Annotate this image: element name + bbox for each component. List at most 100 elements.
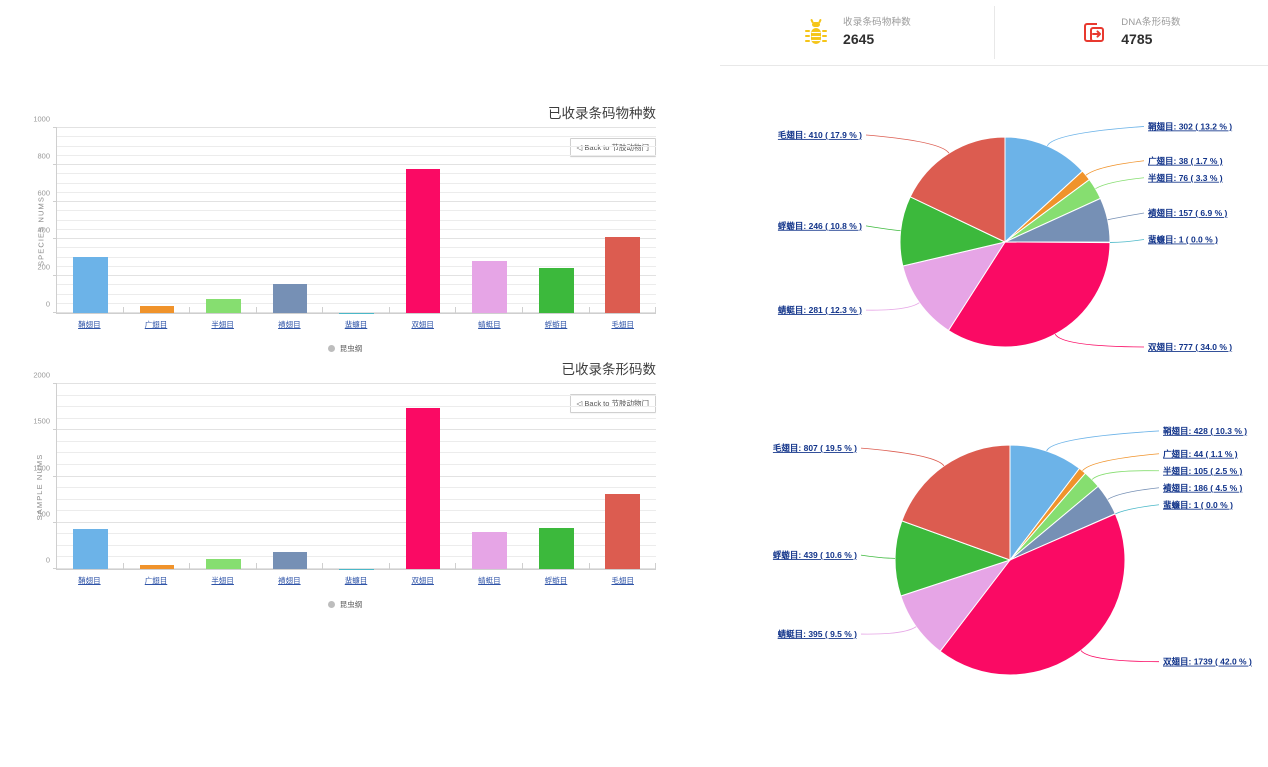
x-axis-label-广翅目[interactable]: 广翅目 (144, 320, 168, 329)
gridline (57, 201, 656, 202)
bar-cell (323, 384, 390, 569)
gridline (57, 544, 656, 546)
x-axis-label-襀翅目[interactable]: 襀翅目 (278, 320, 301, 329)
pie-label-半翅目[interactable]: 半翅目: 76 ( 3.3 % ) (1148, 173, 1223, 183)
bar-毛翅目[interactable] (605, 237, 641, 313)
bar-毛翅目[interactable] (605, 494, 641, 569)
x-axis-label-双翅目[interactable]: 双翅目 (411, 576, 434, 585)
pie-label-双翅目[interactable]: 双翅目: 1739 ( 42.0 % ) (1163, 657, 1252, 667)
y-axis-tick: 500 (37, 509, 50, 519)
gridline (57, 463, 656, 465)
x-axis-label-蜻蜓目[interactable]: 蜻蜓目 (478, 576, 501, 585)
stat-label-barcodes: DNA条形码数 (1121, 16, 1181, 28)
pie-label-双翅目[interactable]: 双翅目: 777 ( 34.0 % ) (1148, 342, 1232, 352)
gridline (57, 164, 656, 165)
x-axis-label-襀翅目[interactable]: 襀翅目 (278, 576, 301, 585)
y-axis-tick: 1000 (33, 114, 50, 124)
bar-双翅目[interactable] (405, 169, 441, 313)
pie-slice-蜉蝣目[interactable] (899, 196, 1007, 267)
stats-bar: 收录条码物种数 2645 DNA条形码数 4785 (720, 0, 1268, 66)
y-axis-tick-mark (53, 275, 57, 276)
samples-back-button[interactable]: ◁ Back to 节肢动物门 (569, 394, 656, 413)
x-label-cell: 襀翅目 (256, 314, 323, 332)
pie-slice-双翅目[interactable] (939, 513, 1126, 676)
bar-蜉蝣目[interactable] (538, 528, 574, 569)
pie-leader-line (1091, 470, 1160, 480)
pie-slice-毛翅目[interactable] (901, 444, 1011, 561)
bar-鞘翅目[interactable] (72, 529, 108, 569)
x-label-cell: 蜚蠊目 (323, 570, 390, 588)
pie-slice-鞘翅目[interactable] (1004, 136, 1084, 244)
x-axis-label-双翅目[interactable]: 双翅目 (411, 320, 434, 329)
pie-label-蜻蜓目[interactable]: 蜻蜓目: 395 ( 9.5 % ) (778, 629, 858, 639)
bar-蜻蜓目[interactable] (472, 532, 507, 569)
pie-slice-双翅目[interactable] (947, 241, 1111, 348)
stat-card-barcodes[interactable]: DNA条形码数 4785 (994, 0, 1268, 65)
bar-襀翅目[interactable] (272, 283, 308, 313)
bar-cell (257, 384, 324, 569)
pie-label-毛翅目[interactable]: 毛翅目: 410 ( 17.9 % ) (778, 130, 862, 140)
x-axis-label-半翅目[interactable]: 半翅目 (211, 320, 234, 329)
pie-label-毛翅目[interactable]: 毛翅目: 807 ( 19.5 % ) (773, 443, 857, 453)
x-label-cell: 毛翅目 (589, 314, 656, 332)
pie-leader-line (1115, 504, 1160, 515)
x-axis-label-蜻蜓目[interactable]: 蜻蜓目 (478, 320, 501, 329)
species-legend: 昆虫纲 (0, 343, 690, 354)
pie-label-蜉蝣目[interactable]: 蜉蝣目: 439 ( 10.6 % ) (773, 550, 857, 560)
x-axis-label-蜉蝣目[interactable]: 蜉蝣目 (544, 320, 568, 329)
barcode-dna-icon (1081, 19, 1107, 47)
species-pie-svg: 鞘翅目: 302 ( 13.2 % ) 广翅目: 38 ( 1.7 % ) 半翅目:… (778, 121, 1232, 352)
gridline (57, 182, 656, 184)
species-plot-area: 0 200 400 600 800 1000 (33, 115, 657, 314)
pie-label-襀翅目[interactable]: 襀翅目: 157 ( 6.9 % ) (1147, 208, 1228, 218)
x-axis-label-蜉蝣目[interactable]: 蜉蝣目 (544, 576, 568, 585)
bar-鞘翅目[interactable] (72, 257, 108, 313)
pie-label-蜻蜓目[interactable]: 蜻蜓目: 281 ( 12.3 % ) (778, 305, 862, 315)
x-axis-label-鞘翅目[interactable]: 鞘翅目 (78, 320, 101, 329)
gridline (57, 556, 656, 558)
bar-蜻蜓目[interactable] (472, 261, 507, 313)
bar-cell (124, 128, 191, 313)
y-axis-tick-mark (53, 201, 57, 202)
legend-dot-icon (327, 345, 335, 352)
bar-广翅目[interactable] (139, 564, 175, 569)
stat-card-species[interactable]: 收录条码物种数 2645 (720, 0, 994, 65)
y-axis-tick: 600 (37, 188, 50, 198)
pie-slice-鞘翅目[interactable] (1009, 444, 1081, 562)
pie-label-半翅目[interactable]: 半翅目: 105 ( 2.5 % ) (1163, 466, 1243, 476)
species-back-button[interactable]: ◁ Back to 节肢动物门 (569, 138, 656, 157)
x-axis-label-毛翅目[interactable]: 毛翅目 (611, 320, 634, 329)
bar-广翅目[interactable] (139, 305, 175, 313)
pie-label-广翅目[interactable]: 广翅目: 38 ( 1.7 % ) (1148, 156, 1223, 166)
y-axis-tick: 400 (37, 225, 50, 235)
x-axis-label-毛翅目[interactable]: 毛翅目 (611, 576, 634, 585)
x-axis-label-广翅目[interactable]: 广翅目 (144, 576, 168, 585)
bar-襀翅目[interactable] (272, 551, 308, 569)
pie-leader-line (865, 302, 920, 311)
pie-label-蜉蝣目[interactable]: 蜉蝣目: 246 ( 10.8 % ) (778, 221, 862, 231)
x-axis-label-蜚蠊目[interactable]: 蜚蠊目 (344, 320, 368, 329)
pie-label-鞘翅目[interactable]: 鞘翅目: 428 ( 10.3 % ) (1163, 426, 1247, 436)
bar-cell (590, 384, 657, 569)
pie-label-广翅目[interactable]: 广翅目: 44 ( 1.1 % ) (1163, 449, 1238, 459)
bar-cell (590, 128, 657, 313)
gridline (57, 154, 656, 156)
pie-label-蜚蠊目[interactable]: 蜚蠊目: 1 ( 0.0 % ) (1148, 235, 1218, 245)
bar-半翅目[interactable] (206, 298, 241, 313)
x-label-cell: 蜚蠊目 (323, 314, 390, 332)
y-axis-tick-mark (53, 383, 57, 384)
x-axis-label-鞘翅目[interactable]: 鞘翅目 (78, 576, 101, 585)
x-axis-label-蜚蠊目[interactable]: 蜚蠊目 (344, 576, 368, 585)
bar-蜉蝣目[interactable] (538, 267, 574, 313)
x-axis-label-半翅目[interactable]: 半翅目 (211, 576, 234, 585)
pie-label-襀翅目[interactable]: 襀翅目: 186 ( 4.5 % ) (1162, 483, 1243, 493)
pie-label-鞘翅目[interactable]: 鞘翅目: 302 ( 13.2 % ) (1148, 121, 1232, 131)
y-axis-tick: 0 (45, 555, 50, 565)
bar-半翅目[interactable] (206, 559, 241, 569)
pie-slice-蜉蝣目[interactable] (894, 520, 1012, 597)
pie-label-蜚蠊目[interactable]: 蜚蠊目: 1 ( 0.0 % ) (1163, 500, 1233, 510)
gridline (57, 191, 656, 193)
bar-双翅目[interactable] (405, 408, 441, 569)
gridline (57, 238, 656, 239)
species-chart-title: 已收录条码物种数 (548, 106, 656, 121)
